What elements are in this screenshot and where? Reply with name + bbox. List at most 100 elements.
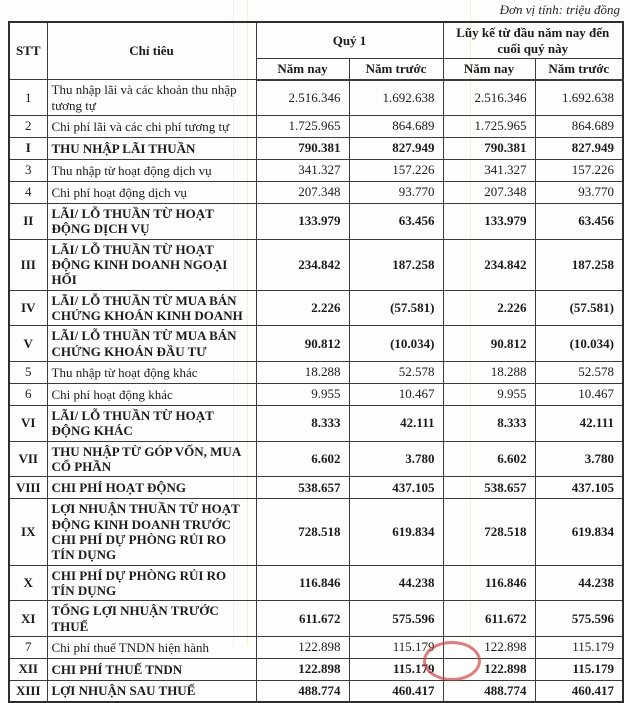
table-row: XIII LỢI NHUẬN SAU THUẾ 488.774 460.417 488.… (8, 679, 624, 703)
row-stt: 5 (8, 360, 48, 384)
row-value: 460.417 (534, 679, 624, 703)
row-stt: 3 (8, 158, 48, 182)
header-ytd-group: Lũy kế từ đầu năm nay đến cuối quý này (442, 21, 624, 60)
table-row: VII THU NHẬP TỪ GÓP VỐN, MUA CỔ PHẦN 6.602… (8, 440, 624, 478)
row-value: 827.949 (534, 136, 624, 160)
row-label: TỔNG LỢI NHUẬN TRƯỚC THUẾ (46, 600, 257, 637)
row-label: Chi phí lãi và các chi phí tương tự (46, 114, 257, 138)
row-value: 1.692.638 (534, 79, 624, 116)
row-value: 9.955 (255, 382, 350, 406)
row-value: 2.516.346 (255, 79, 350, 116)
table-row: 1 Thu nhập lãi và các khoản thu nhập tươn… (8, 79, 624, 116)
table-row: III LÃI/ LỖ THUẦN TỪ HOẠT ĐỘNG KINH DOANH… (8, 238, 624, 291)
header-group-row: STT Chỉ tiêu Quý 1 Lũy kế từ đầu năm nay… (8, 21, 624, 81)
row-value: 63.456 (534, 202, 624, 240)
row-label: LỢI NHUẬN SAU THUẾ (46, 679, 257, 703)
row-value: 437.105 (348, 476, 444, 500)
row-value: 157.226 (348, 158, 444, 182)
row-value: 122.898 (255, 635, 350, 659)
scanned-financial-report: { "unit_note": "Đơn vị tính: triệu đồng"… (8, 0, 624, 703)
row-value: (10.034) (534, 325, 624, 362)
header-ytd-current-year: Năm nay (442, 58, 536, 81)
row-value: 341.327 (255, 158, 350, 182)
row-stt: IV (8, 289, 48, 327)
row-value: 52.578 (348, 360, 444, 384)
row-value: 157.226 (534, 158, 624, 182)
row-value: 63.456 (348, 202, 444, 240)
row-value: 187.258 (534, 238, 624, 291)
row-label: Thu nhập từ hoạt động dịch vụ (46, 158, 257, 182)
row-label: LÃI/ LỖ THUẦN TỪ MUA BÁN CHỨNG KHOÁN ĐẦU… (46, 325, 257, 362)
row-value: 6.602 (255, 440, 350, 478)
row-value: 90.812 (255, 325, 350, 362)
row-value: 790.381 (255, 136, 350, 160)
row-value: 115.179 (534, 657, 624, 681)
row-value: 10.467 (348, 382, 444, 406)
row-label: LÃI/ LỖ THUẦN TỪ HOẠT ĐỘNG DỊCH VỤ (46, 202, 257, 240)
row-value: 44.238 (348, 564, 444, 602)
row-value: 1.725.965 (255, 114, 350, 138)
row-value: (10.034) (348, 325, 444, 362)
row-value: 827.949 (348, 136, 444, 160)
table-row: 3 Thu nhập từ hoạt động dịch vụ 341.327 157… (8, 158, 624, 182)
table-row: XII CHI PHÍ THUẾ TNDN 122.898 115.179 122.89… (8, 657, 624, 681)
row-value: 9.955 (442, 382, 536, 406)
row-value: 18.288 (255, 360, 350, 384)
table-row: I THU NHẬP LÃI THUẦN 790.381 827.949 790.381… (8, 136, 624, 160)
row-stt: 4 (8, 180, 48, 204)
row-value: 488.774 (442, 679, 536, 703)
row-stt: X (8, 564, 48, 602)
row-value: 1.725.965 (442, 114, 536, 138)
row-value: 234.842 (442, 238, 536, 291)
row-value: 437.105 (534, 476, 624, 500)
table-row: IV LÃI/ LỖ THUẦN TỪ MUA BÁN CHỨNG KHOÁN K… (8, 289, 624, 327)
header-q1-current-year: Năm nay (255, 58, 350, 81)
row-stt: IX (8, 498, 48, 566)
table-row: 5 Thu nhập từ hoạt động khác 18.288 52.578 1… (8, 360, 624, 384)
header-stt: STT (8, 21, 48, 81)
row-value: 619.834 (534, 498, 624, 566)
row-value: 864.689 (534, 114, 624, 138)
row-value: 538.657 (442, 476, 536, 500)
header-quarter-group: Quý 1 (255, 21, 444, 60)
row-value: 10.467 (534, 382, 624, 406)
table-row: 2 Chi phí lãi và các chi phí tương tự 1.72… (8, 114, 624, 138)
row-value: 115.179 (534, 635, 624, 659)
row-value: 488.774 (255, 679, 350, 703)
row-label: THU NHẬP TỪ GÓP VỐN, MUA CỔ PHẦN (46, 440, 257, 478)
row-label: CHI PHÍ DỰ PHÒNG RỦI RO TÍN DỤNG (46, 564, 257, 602)
row-value: 133.979 (442, 202, 536, 240)
row-stt: VIII (8, 476, 48, 500)
table-row: II LÃI/ LỖ THUẦN TỪ HOẠT ĐỘNG DỊCH VỤ 133.… (8, 202, 624, 240)
row-stt: XI (8, 600, 48, 637)
table-row: 7 Chi phí thuế TNDN hiện hành 122.898 115.1… (8, 635, 624, 659)
row-value: 116.846 (255, 564, 350, 602)
row-value: 3.780 (348, 440, 444, 478)
table-row: V LÃI/ LỖ THUẦN TỪ MUA BÁN CHỨNG KHOÁN ĐẦ… (8, 325, 624, 362)
row-value: 864.689 (348, 114, 444, 138)
row-value: 207.348 (442, 180, 536, 204)
row-value: (57.581) (534, 289, 624, 327)
row-value: 207.348 (255, 180, 350, 204)
row-value: 18.288 (442, 360, 536, 384)
row-value: 44.238 (534, 564, 624, 602)
row-stt: III (8, 238, 48, 291)
header-sub-row: Năm nay Năm trước Năm nay Năm trước (9, 58, 624, 81)
row-stt: VI (8, 404, 48, 442)
row-value: 116.846 (442, 564, 536, 602)
row-label: Thu nhập từ hoạt động khác (46, 360, 257, 384)
table-row: X CHI PHÍ DỰ PHÒNG RỦI RO TÍN DỤNG 116.846… (8, 564, 624, 602)
row-label: LÃI/ LỖ THUẦN TỪ MUA BÁN CHỨNG KHOÁN KIN… (46, 289, 257, 327)
row-stt: 6 (8, 382, 48, 406)
row-value: 42.111 (534, 404, 624, 442)
row-value: 122.898 (255, 657, 350, 681)
row-value: 6.602 (442, 440, 536, 478)
table-row: 4 Chi phí hoạt động dịch vụ 207.348 93.770 2… (8, 180, 624, 204)
row-value: 93.770 (348, 180, 444, 204)
unit-note: Đơn vị tính: triệu đồng (499, 2, 620, 17)
row-label: LỢI NHUẬN THUẦN TỪ HOẠT ĐỘNG KINH DOANH … (46, 498, 257, 566)
row-stt: II (8, 202, 48, 240)
row-value: 2.516.346 (442, 79, 536, 116)
table-row: XI TỔNG LỢI NHUẬN TRƯỚC THUẾ 611.672 575.59… (8, 600, 624, 637)
row-value: 2.226 (255, 289, 350, 327)
